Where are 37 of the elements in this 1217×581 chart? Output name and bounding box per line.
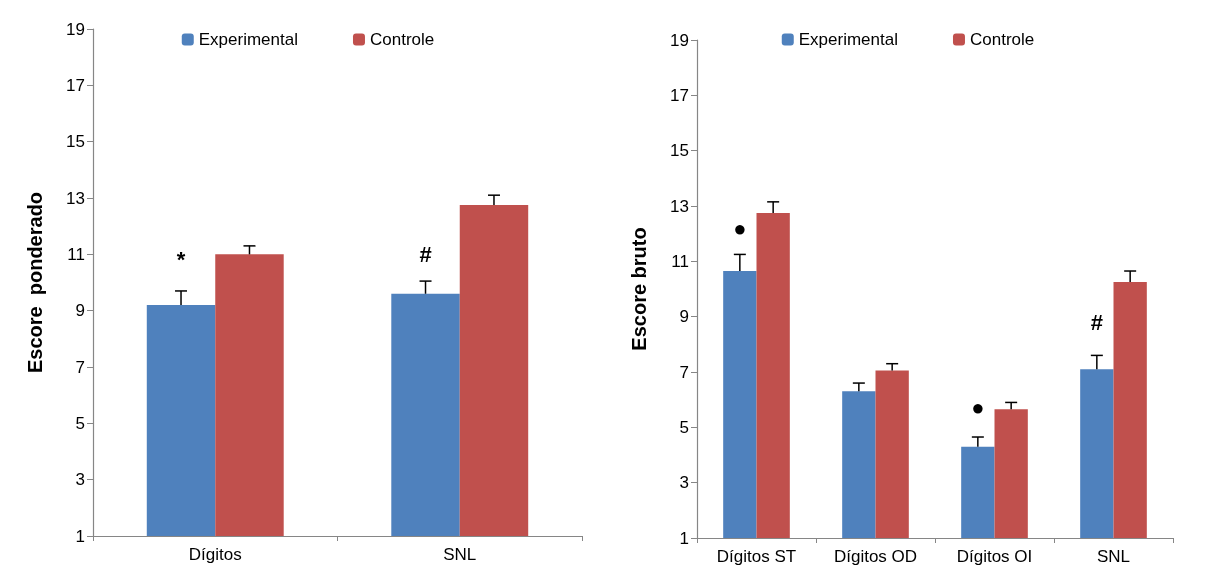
y-tick-label: 17	[66, 75, 85, 95]
y-tick-label: 9	[75, 301, 85, 321]
annotation: #	[419, 241, 432, 267]
x-tick-label: SNL	[1096, 547, 1131, 566]
y-tick-label: 5	[679, 417, 689, 437]
annotation: #	[1090, 309, 1103, 335]
legend-label: Experimental	[198, 30, 298, 49]
legend-label: Controle	[369, 30, 435, 49]
y-tick-label: 1	[679, 528, 689, 548]
y-tick-label: 11	[671, 251, 689, 271]
y-tick-label: 1	[75, 526, 85, 546]
y-tick-label: 15	[670, 141, 689, 161]
legend-label: Controle	[969, 30, 1035, 49]
annotation: ●	[971, 395, 985, 421]
y-tick-label: 5	[75, 413, 85, 433]
annotation: ●	[733, 215, 747, 241]
y-tick-label: 7	[679, 362, 689, 382]
y-tick-label: 15	[66, 132, 85, 152]
y-tick-label: 19	[670, 30, 689, 50]
x-tick-label: SNL	[443, 545, 477, 564]
x-tick-label: Dígitos OI	[956, 547, 1033, 566]
y-tick-label: 19	[66, 19, 85, 39]
legend-label: Experimental	[798, 30, 898, 49]
y-axis-title: Escore bruto	[628, 227, 650, 351]
y-tick-label: 13	[670, 196, 689, 216]
y-tick-label: 17	[670, 85, 689, 105]
x-tick-label: Dígitos OD	[833, 547, 918, 566]
annotation: *	[176, 247, 186, 273]
y-tick-label: 3	[679, 473, 689, 493]
y-tick-label: 7	[75, 357, 85, 377]
x-tick-label: Dígitos	[188, 545, 242, 564]
y-tick-label: 3	[75, 470, 85, 490]
y-tick-label: 9	[679, 307, 689, 327]
y-tick-label: 13	[66, 188, 85, 208]
x-tick-label: Dígitos ST	[716, 547, 797, 566]
y-axis-title: Escore ponderado	[24, 191, 46, 374]
y-tick-label: 11	[67, 244, 85, 264]
